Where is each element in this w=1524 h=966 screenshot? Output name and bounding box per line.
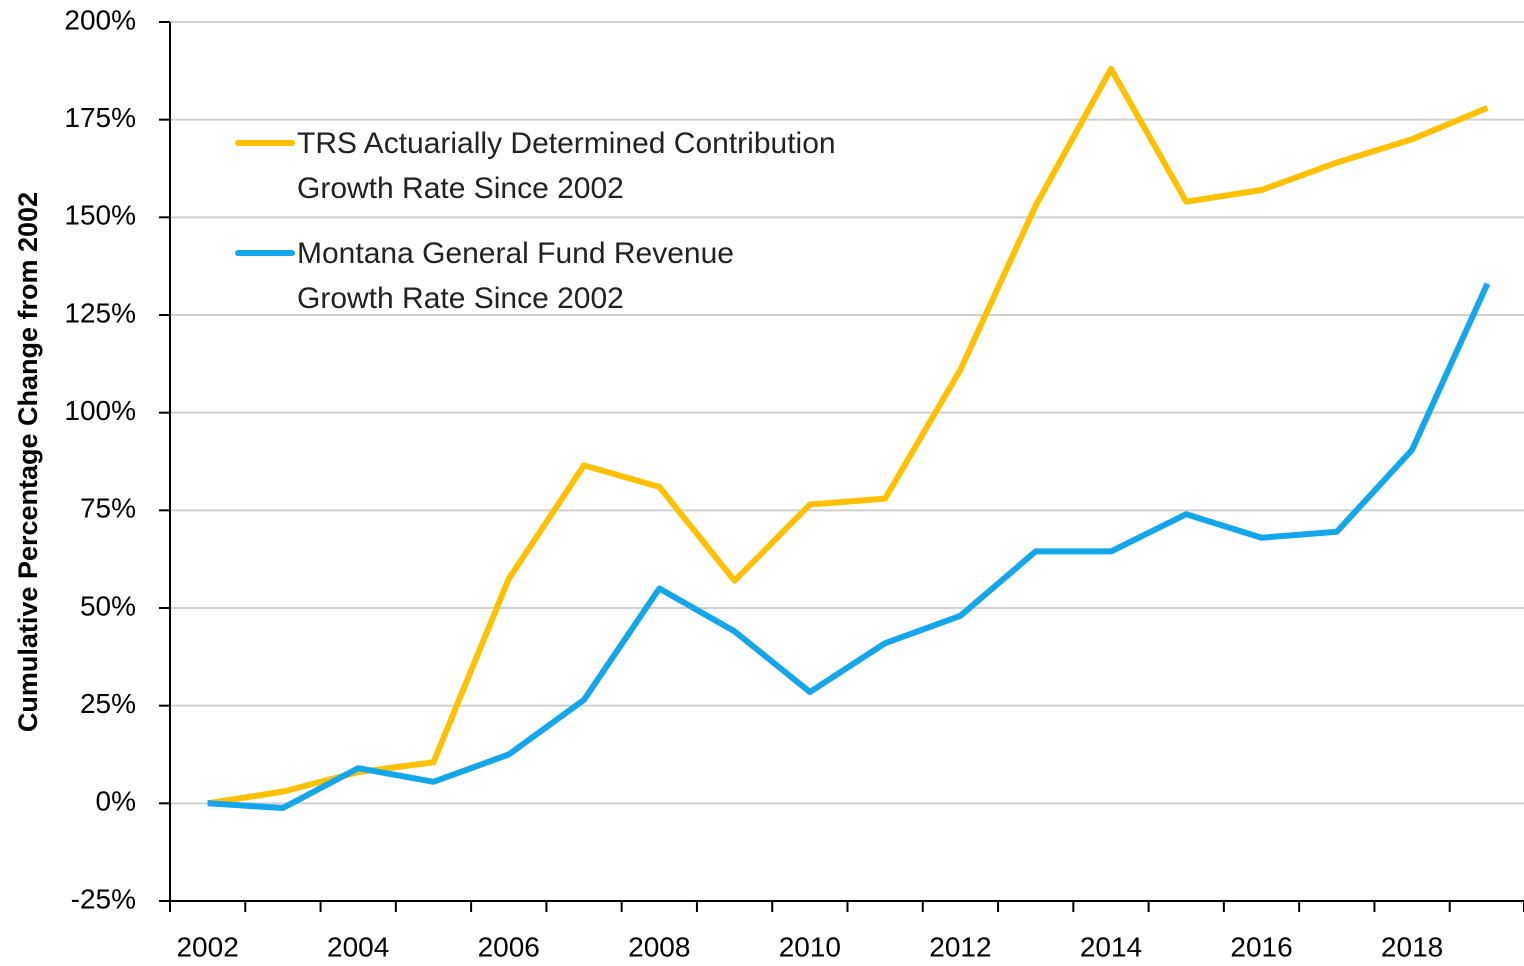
x-tick-label: 2014 — [1080, 931, 1142, 962]
legend-label: TRS Actuarially Determined Contribution … — [297, 127, 836, 205]
x-tick-label: 2016 — [1230, 931, 1292, 962]
series-line — [207, 282, 1491, 811]
x-tick-label: 2008 — [628, 931, 690, 962]
y-tick-label: 125% — [64, 297, 136, 328]
y-axis-title: Cumulative Percentage Change from 2002 — [13, 192, 43, 732]
y-tick-label: 50% — [80, 590, 136, 621]
x-tick-label: 2018 — [1381, 931, 1443, 962]
x-tick-label: 2004 — [327, 931, 389, 962]
y-tick-label: 150% — [64, 200, 136, 231]
y-tick-label: 0% — [96, 786, 136, 817]
y-tick-label: 75% — [80, 493, 136, 524]
x-tick-label: 2010 — [779, 931, 841, 962]
y-tick-label: 100% — [64, 395, 136, 426]
y-tick-label: 175% — [64, 102, 136, 133]
y-tick-label: 25% — [80, 688, 136, 719]
y-tick-label: -25% — [71, 883, 136, 914]
y-tick-label: 200% — [64, 4, 136, 35]
x-tick-label: 2012 — [929, 931, 991, 962]
legend-label: Montana General Fund Revenue Growth Rate… — [297, 237, 734, 315]
series-line — [207, 65, 1489, 807]
x-tick-label: 2006 — [478, 931, 540, 962]
x-tick-label: 2002 — [176, 931, 238, 962]
